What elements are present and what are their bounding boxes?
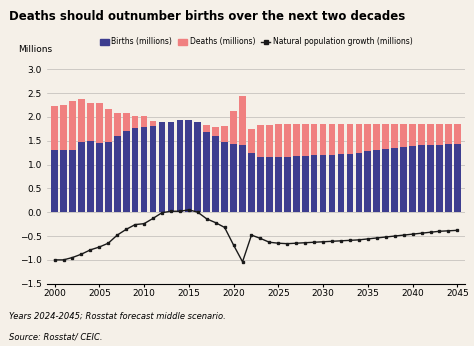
Bar: [141, 127, 147, 212]
Bar: [436, 145, 443, 212]
Bar: [105, 142, 111, 212]
Bar: [185, 122, 192, 212]
Bar: [105, 109, 111, 212]
Bar: [320, 125, 327, 212]
Bar: [176, 120, 183, 212]
Bar: [409, 125, 416, 212]
Bar: [150, 121, 156, 212]
Bar: [427, 125, 434, 212]
Bar: [212, 127, 219, 212]
Bar: [185, 120, 192, 212]
Bar: [392, 125, 398, 212]
Bar: [293, 156, 300, 212]
Bar: [337, 125, 344, 212]
Bar: [51, 150, 58, 212]
Bar: [69, 150, 76, 212]
Bar: [60, 105, 67, 212]
Bar: [346, 154, 353, 212]
Bar: [356, 153, 362, 212]
Bar: [302, 156, 309, 212]
Text: Years 2024-2045; Rosstat forecast middle scenario.: Years 2024-2045; Rosstat forecast middle…: [9, 311, 226, 320]
Bar: [374, 125, 380, 212]
Bar: [114, 136, 120, 212]
Bar: [454, 144, 461, 212]
Bar: [266, 157, 273, 212]
Bar: [284, 125, 291, 212]
Bar: [230, 144, 237, 212]
Bar: [150, 126, 156, 212]
Bar: [87, 102, 94, 212]
Bar: [78, 99, 85, 212]
Bar: [114, 113, 120, 212]
Bar: [194, 122, 201, 212]
Bar: [365, 151, 371, 212]
Text: Source: Rosstat/ CEIC.: Source: Rosstat/ CEIC.: [9, 332, 103, 341]
Bar: [392, 148, 398, 212]
Bar: [78, 142, 85, 212]
Bar: [60, 150, 67, 212]
Bar: [436, 125, 443, 212]
Bar: [311, 125, 318, 212]
Bar: [418, 125, 425, 212]
Bar: [239, 97, 246, 212]
Bar: [257, 157, 264, 212]
Bar: [328, 155, 336, 212]
Bar: [159, 122, 165, 212]
Bar: [401, 147, 407, 212]
Bar: [221, 142, 228, 212]
Bar: [248, 129, 255, 212]
Bar: [203, 131, 210, 212]
Bar: [409, 146, 416, 212]
Bar: [311, 155, 318, 212]
Bar: [96, 102, 103, 212]
Text: Millions: Millions: [18, 45, 52, 54]
Bar: [248, 153, 255, 212]
Bar: [132, 128, 138, 212]
Text: Deaths should outnumber births over the next two decades: Deaths should outnumber births over the …: [9, 10, 406, 24]
Bar: [302, 125, 309, 212]
Bar: [212, 136, 219, 212]
Bar: [239, 145, 246, 212]
Bar: [194, 122, 201, 212]
Bar: [356, 125, 362, 212]
Bar: [168, 122, 174, 212]
Bar: [445, 125, 452, 212]
Bar: [123, 131, 129, 212]
Bar: [275, 125, 282, 212]
Bar: [123, 113, 129, 212]
Bar: [168, 122, 174, 212]
Bar: [96, 143, 103, 212]
Bar: [427, 145, 434, 212]
Bar: [275, 157, 282, 212]
Bar: [445, 144, 452, 212]
Bar: [230, 111, 237, 212]
Bar: [320, 155, 327, 212]
Bar: [293, 125, 300, 212]
Bar: [365, 125, 371, 212]
Bar: [221, 126, 228, 212]
Bar: [266, 125, 273, 212]
Bar: [328, 125, 336, 212]
Bar: [203, 126, 210, 212]
Bar: [337, 154, 344, 212]
Bar: [401, 125, 407, 212]
Legend: Births (millions), Deaths (millions), Natural population growth (millions): Births (millions), Deaths (millions), Na…: [97, 34, 415, 49]
Bar: [284, 157, 291, 212]
Bar: [69, 101, 76, 212]
Bar: [141, 116, 147, 212]
Bar: [176, 121, 183, 212]
Bar: [383, 125, 389, 212]
Bar: [257, 125, 264, 212]
Bar: [87, 141, 94, 212]
Bar: [454, 125, 461, 212]
Bar: [132, 116, 138, 212]
Bar: [374, 150, 380, 212]
Bar: [51, 106, 58, 212]
Bar: [346, 125, 353, 212]
Bar: [418, 145, 425, 212]
Bar: [159, 122, 165, 212]
Bar: [383, 149, 389, 212]
